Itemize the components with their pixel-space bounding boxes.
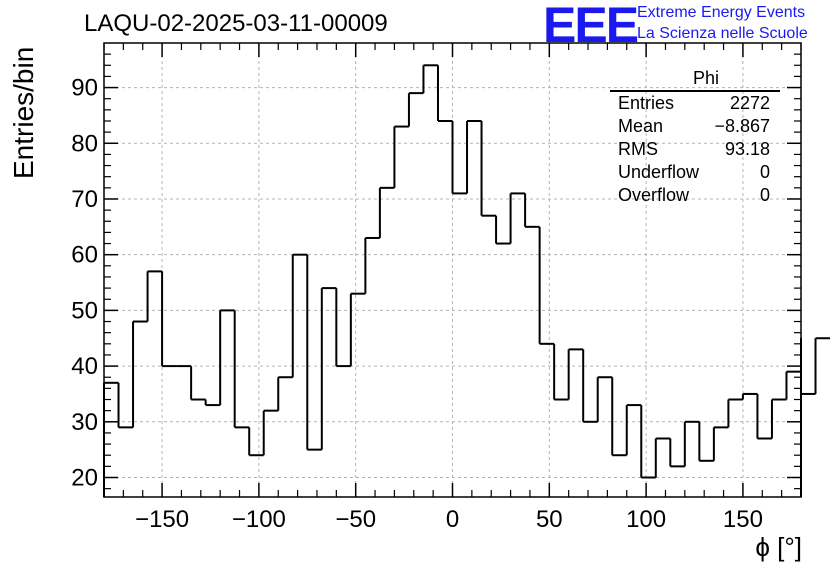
y-tick-label: 60: [71, 242, 98, 269]
x-tick-label: 50: [536, 506, 563, 533]
y-tick-label: 40: [71, 353, 98, 380]
stats-row-mean: Mean −8.867: [610, 115, 780, 138]
stats-row-underflow: Underflow 0: [610, 161, 780, 184]
stats-label: RMS: [618, 139, 658, 159]
x-tick-label: 100: [626, 506, 666, 533]
stats-label: Underflow: [618, 162, 700, 182]
y-tick-label: 90: [71, 75, 98, 102]
stats-label: Overflow: [618, 185, 690, 205]
stats-row-rms: RMS 93.18: [610, 138, 780, 161]
stats-value: 0: [759, 162, 770, 182]
chart-title: LAQU-02-2025-03-11-00009: [84, 10, 388, 37]
stats-box: Phi Entries 2272 Mean −8.867 RMS 93.18 U…: [610, 68, 780, 207]
stats-value: −8.867: [714, 116, 770, 136]
stats-row-overflow: Overflow 0: [610, 184, 780, 207]
eee-logo: EEE: [543, 0, 639, 53]
x-tick-label: −150: [135, 506, 189, 533]
y-tick-label: 30: [71, 409, 98, 436]
y-tick-label: 80: [71, 130, 98, 157]
stats-box-title: Phi: [610, 68, 780, 92]
y-axis-label: Entries/bin: [8, 46, 39, 179]
y-tick-label: 50: [71, 297, 98, 324]
y-tick-label: 70: [71, 186, 98, 213]
logo-caption-line2: La Scienza nelle Scuole: [637, 25, 808, 42]
x-axis-label: ϕ [°]: [755, 532, 802, 562]
x-tick-label: 0: [446, 506, 459, 533]
x-tick-label: −50: [335, 506, 376, 533]
stats-value: 2272: [729, 93, 770, 113]
stats-row-entries: Entries 2272: [610, 92, 780, 115]
stats-value: 0: [759, 185, 770, 205]
y-tick-label: 20: [71, 465, 98, 492]
logo-caption-line1: Extreme Energy Events: [637, 4, 806, 21]
stats-value: 93.18: [724, 139, 770, 159]
stats-label: Mean: [618, 116, 664, 136]
stats-label: Entries: [618, 93, 675, 113]
x-tick-label: 150: [723, 506, 763, 533]
x-tick-label: −100: [232, 506, 286, 533]
